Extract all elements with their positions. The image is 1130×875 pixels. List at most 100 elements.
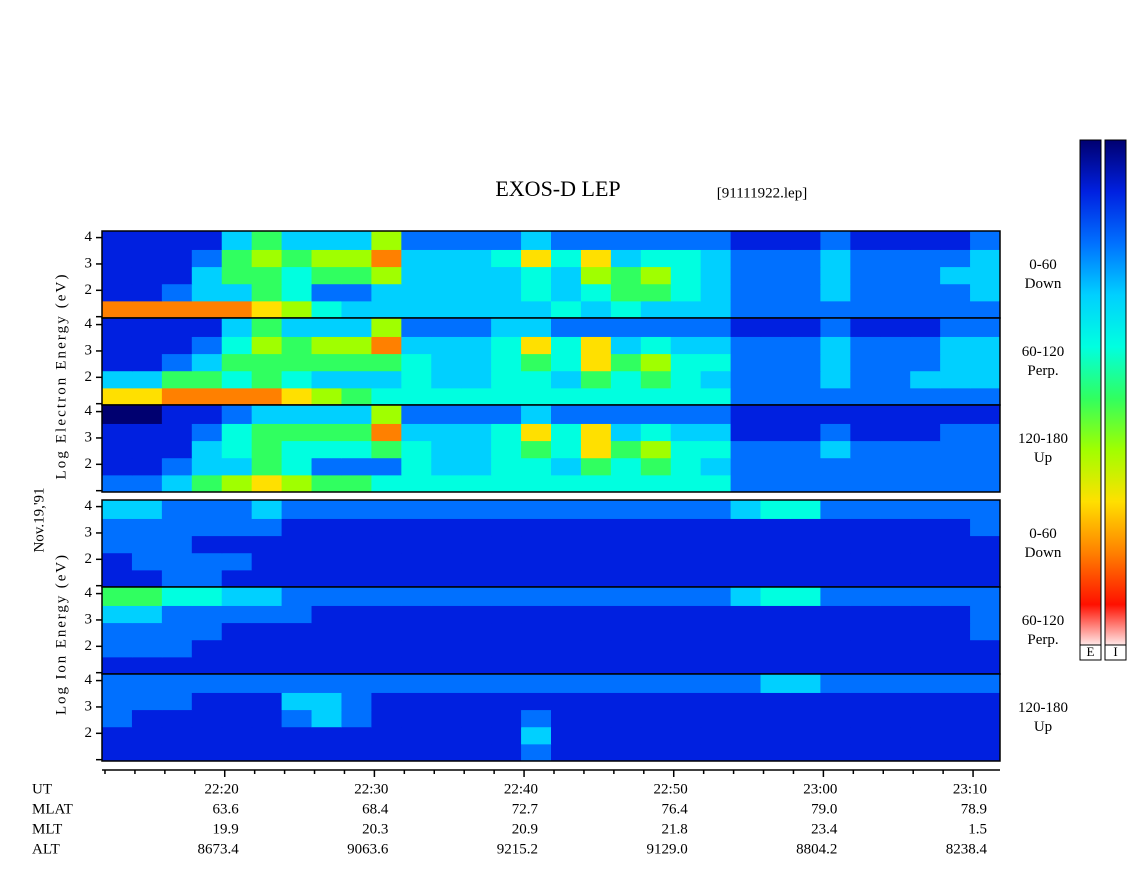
heatmap-cell xyxy=(640,709,672,728)
heatmap-cell xyxy=(221,639,253,658)
heatmap-cell xyxy=(281,656,313,675)
heatmap-cell xyxy=(461,518,492,537)
heatmap-cell xyxy=(940,569,971,588)
heatmap-cell xyxy=(341,743,372,762)
heatmap-cell xyxy=(970,656,1001,675)
heatmap-cell xyxy=(341,318,372,337)
heatmap-cell xyxy=(341,474,372,493)
heatmap-cell xyxy=(880,500,911,519)
heatmap-cell xyxy=(491,440,522,459)
heatmap-cell xyxy=(221,283,253,302)
heatmap-cell xyxy=(580,405,612,424)
heatmap-cell xyxy=(760,231,791,250)
heatmap-cell xyxy=(551,569,582,588)
heatmap-cell xyxy=(221,231,253,250)
heatmap-cell xyxy=(820,318,851,337)
heatmap-cell xyxy=(191,569,223,588)
heatmap-cell xyxy=(670,249,702,268)
heatmap-cell xyxy=(102,656,133,675)
heatmap-cell xyxy=(371,587,402,606)
heatmap-cell xyxy=(820,622,851,641)
y-tick-label: 2 xyxy=(85,369,93,385)
heatmap-cell xyxy=(760,692,791,711)
heatmap-cell xyxy=(281,249,313,268)
heatmap-cell xyxy=(880,656,911,675)
heatmap-cell xyxy=(491,457,522,476)
heatmap-cell xyxy=(102,674,133,693)
heatmap-cell xyxy=(700,500,732,519)
heatmap-cell xyxy=(970,474,1001,493)
table-label: ALT xyxy=(32,841,60,857)
colorbar xyxy=(1079,139,1102,646)
heatmap-cell xyxy=(102,387,133,406)
heatmap-cell xyxy=(221,474,253,493)
heatmap-cell xyxy=(640,249,672,268)
heatmap-cell xyxy=(610,231,642,250)
heatmap-cell xyxy=(580,336,612,355)
heatmap-cell xyxy=(431,405,462,424)
heatmap-cell xyxy=(790,423,821,442)
heatmap-cell xyxy=(670,353,702,372)
heatmap-cell xyxy=(700,457,732,476)
heatmap-cell xyxy=(281,405,313,424)
heatmap-cell xyxy=(580,726,612,745)
table-value: 63.6 xyxy=(212,801,239,817)
table-value: 21.8 xyxy=(661,821,687,837)
heatmap-cell xyxy=(102,500,133,519)
heatmap-cell xyxy=(161,535,193,554)
heatmap-cell xyxy=(910,440,941,459)
heatmap-cell xyxy=(760,440,791,459)
heatmap-cell xyxy=(970,283,1001,302)
heatmap-cell xyxy=(610,283,642,302)
y-tick-label: 2 xyxy=(85,551,93,567)
heatmap-cell xyxy=(461,249,492,268)
heatmap-cell xyxy=(221,569,253,588)
heatmap-cell xyxy=(970,423,1001,442)
heatmap-cell xyxy=(251,639,283,658)
heatmap-cell xyxy=(551,231,582,250)
heatmap-cell xyxy=(730,231,762,250)
heatmap-cell xyxy=(850,370,881,389)
heatmap-cell xyxy=(131,457,163,476)
heatmap-cell xyxy=(580,569,612,588)
heatmap-cell xyxy=(850,709,881,728)
heatmap-cell xyxy=(131,709,163,728)
heatmap-cell xyxy=(281,605,313,624)
heatmap-cell xyxy=(700,639,732,658)
heatmap-cell xyxy=(311,692,342,711)
heatmap-cell xyxy=(551,336,582,355)
heatmap-cell xyxy=(401,249,432,268)
heatmap-cell xyxy=(281,283,313,302)
heatmap-cell xyxy=(850,387,881,406)
heatmap-cell xyxy=(760,370,791,389)
heatmap-cell xyxy=(880,743,911,762)
heatmap-cell xyxy=(790,370,821,389)
heatmap-cell xyxy=(610,569,642,588)
heatmap-cell xyxy=(730,587,762,606)
heatmap-cell xyxy=(850,622,881,641)
heatmap-cell xyxy=(850,249,881,268)
heatmap-cell xyxy=(311,336,342,355)
heatmap-cell xyxy=(730,743,762,762)
heatmap-cell xyxy=(431,440,462,459)
heatmap-cell xyxy=(341,656,372,675)
y-tick-label: 4 xyxy=(85,316,93,332)
heatmap-cell xyxy=(431,709,462,728)
heatmap-cell xyxy=(431,552,462,571)
heatmap-cell xyxy=(640,518,672,537)
heatmap-cell xyxy=(850,587,881,606)
heatmap-cell xyxy=(910,423,941,442)
heatmap-cell xyxy=(371,300,402,319)
heatmap-cell xyxy=(341,440,372,459)
heatmap-cell xyxy=(371,405,402,424)
colorbar-label: E xyxy=(1087,644,1095,659)
colorbar-label: I xyxy=(1113,644,1117,659)
heatmap-cell xyxy=(970,692,1001,711)
heatmap-cell xyxy=(670,605,702,624)
heatmap-cell xyxy=(251,518,283,537)
table-value: 68.4 xyxy=(362,801,389,817)
heatmap-cell xyxy=(551,457,582,476)
heatmap-cell xyxy=(521,457,552,476)
heatmap-cell xyxy=(102,605,133,624)
heatmap-cell xyxy=(221,518,253,537)
